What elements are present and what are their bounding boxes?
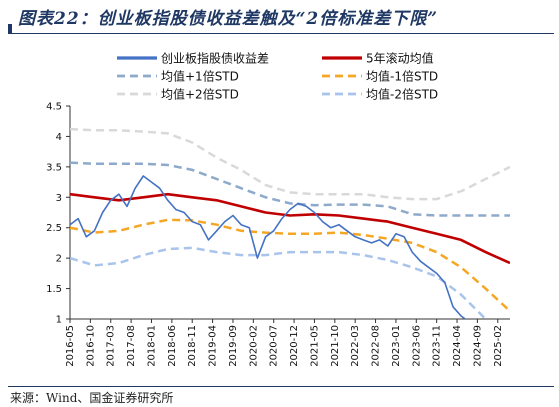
legend-label-0: 创业板指股债收益差 [161, 51, 269, 66]
x-tick-label: 2022-03 [350, 325, 361, 367]
title-divider [8, 33, 554, 34]
series-layer [70, 127, 510, 319]
x-tick-label: 2023-06 [411, 325, 422, 367]
x-tick-label: 2017-08 [126, 325, 137, 367]
x-tick-label: 2024-04 [452, 325, 463, 367]
y-tick-label: 2 [56, 254, 62, 265]
x-tick-label: 2021-05 [309, 325, 320, 367]
legend-label-5: 均值-2倍STD [366, 87, 438, 102]
x-tick-label: 2024-09 [472, 325, 483, 367]
y-tick-label: 2.5 [46, 223, 62, 234]
legend-label-1: 5年滚动均值 [366, 51, 434, 66]
series-line-1 [70, 192, 510, 265]
x-tick-label: 2021-10 [330, 325, 341, 367]
x-tick-label: 2016-10 [85, 325, 96, 367]
series-line-2 [70, 161, 510, 217]
x-tick-label: 2023-01 [391, 325, 402, 367]
x-tick-label: 2020-12 [289, 325, 300, 367]
x-tick-label: 2018-11 [187, 325, 198, 367]
x-tick-label: 2018-01 [146, 325, 157, 367]
x-tick-label: 2020-07 [269, 325, 280, 367]
series-line-3 [70, 218, 510, 313]
legend-label-3: 均值-1倍STD [366, 69, 438, 84]
legend-label-2: 均值+1倍STD [161, 69, 239, 84]
series-line-4 [70, 127, 510, 201]
x-tick-label: 2022-08 [371, 325, 382, 367]
source-note: 来源：Wind、国金证券研究所 [10, 391, 174, 405]
y-tick-label: 3.5 [46, 162, 62, 173]
legend-label-4: 均值+2倍STD [161, 87, 239, 102]
title-marker [8, 24, 12, 33]
y-tick-label: 4.5 [46, 102, 62, 113]
y-tick-label: 4 [56, 132, 62, 143]
x-tick-label: 2018-06 [167, 325, 178, 367]
y-tick-label: 3 [56, 193, 62, 204]
page-title: 图表22：创业板指股债收益差触及“2倍标准差下限” [18, 9, 439, 29]
x-tick-label: 2023-11 [432, 325, 443, 367]
x-tick-label: 2016-05 [65, 325, 76, 367]
footer-divider [8, 386, 554, 387]
y-tick-label: 1 [56, 315, 62, 326]
series-line-0 [70, 175, 467, 319]
x-tick-label: 2025-02 [493, 325, 504, 367]
axes: 1 1.5 2 2.5 3 3.5 4 4.5 2016-05 2016-10 2017-03 201… [46, 102, 510, 367]
x-tick-label: 2019-09 [228, 325, 239, 367]
series-line-5 [70, 246, 488, 319]
y-tick-label: 1.5 [46, 284, 62, 295]
x-tick-label: 2020-02 [248, 325, 259, 367]
x-tick-label: 2019-04 [208, 325, 219, 367]
x-tick-label: 2017-03 [106, 325, 117, 367]
